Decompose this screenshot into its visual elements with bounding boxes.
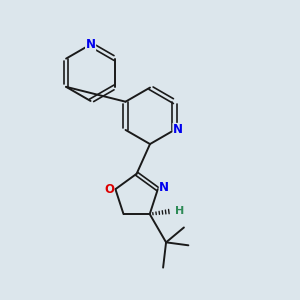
Text: O: O (104, 183, 114, 196)
Text: N: N (159, 181, 170, 194)
Text: H: H (175, 206, 184, 216)
Text: N: N (85, 38, 96, 51)
Text: N: N (173, 123, 183, 136)
